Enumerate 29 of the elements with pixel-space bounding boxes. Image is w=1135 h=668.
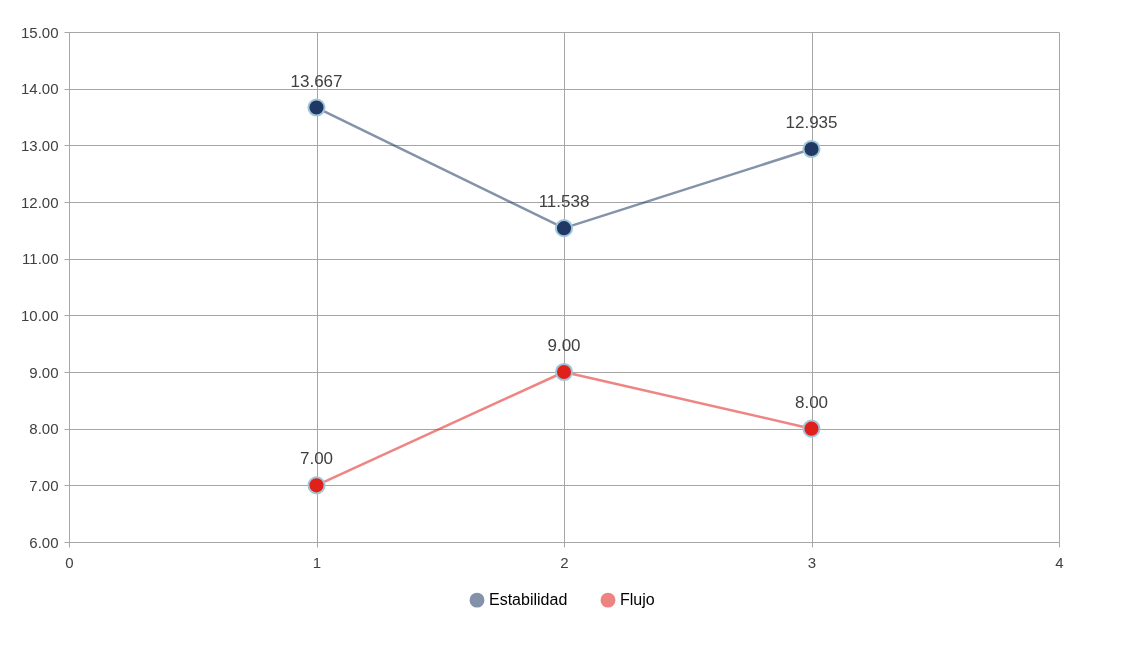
x-tick-label: 0 — [65, 553, 74, 571]
y-tick-label: 13.00 — [20, 136, 59, 154]
data-label: 8.00 — [794, 392, 829, 412]
y-tick-label: 6.00 — [29, 533, 59, 551]
data-label: 7.00 — [299, 449, 334, 469]
point — [802, 419, 821, 438]
y-tick-label: 10.00 — [20, 306, 59, 324]
point — [802, 139, 821, 159]
data-label: 11.538 — [538, 192, 590, 212]
x-tick-label: 1 — [312, 553, 322, 571]
y-tick-label: 8.00 — [29, 420, 59, 438]
point — [307, 98, 326, 117]
x-tick-label: 2 — [560, 553, 569, 571]
point — [554, 362, 574, 382]
y-tick-label: 15.00 — [20, 23, 59, 41]
y-tick-label: 12.00 — [20, 193, 59, 211]
x-tick-label: 4 — [1055, 553, 1064, 571]
y-tick-label: 7.00 — [29, 476, 59, 494]
data-label: 12.935 — [785, 113, 838, 133]
point — [307, 476, 326, 495]
y-tick-label: 14.00 — [20, 80, 59, 98]
legend-label: Estabilidad — [489, 591, 568, 609]
data-label: 13.667 — [290, 71, 343, 91]
x-tick-label: 3 — [807, 553, 817, 571]
y-tick-label: 11.00 — [22, 250, 59, 268]
legend-label: Flujo — [620, 591, 655, 609]
y-tick-label: 9.00 — [29, 363, 59, 381]
data-label: 9.00 — [547, 336, 581, 355]
point — [554, 219, 574, 238]
